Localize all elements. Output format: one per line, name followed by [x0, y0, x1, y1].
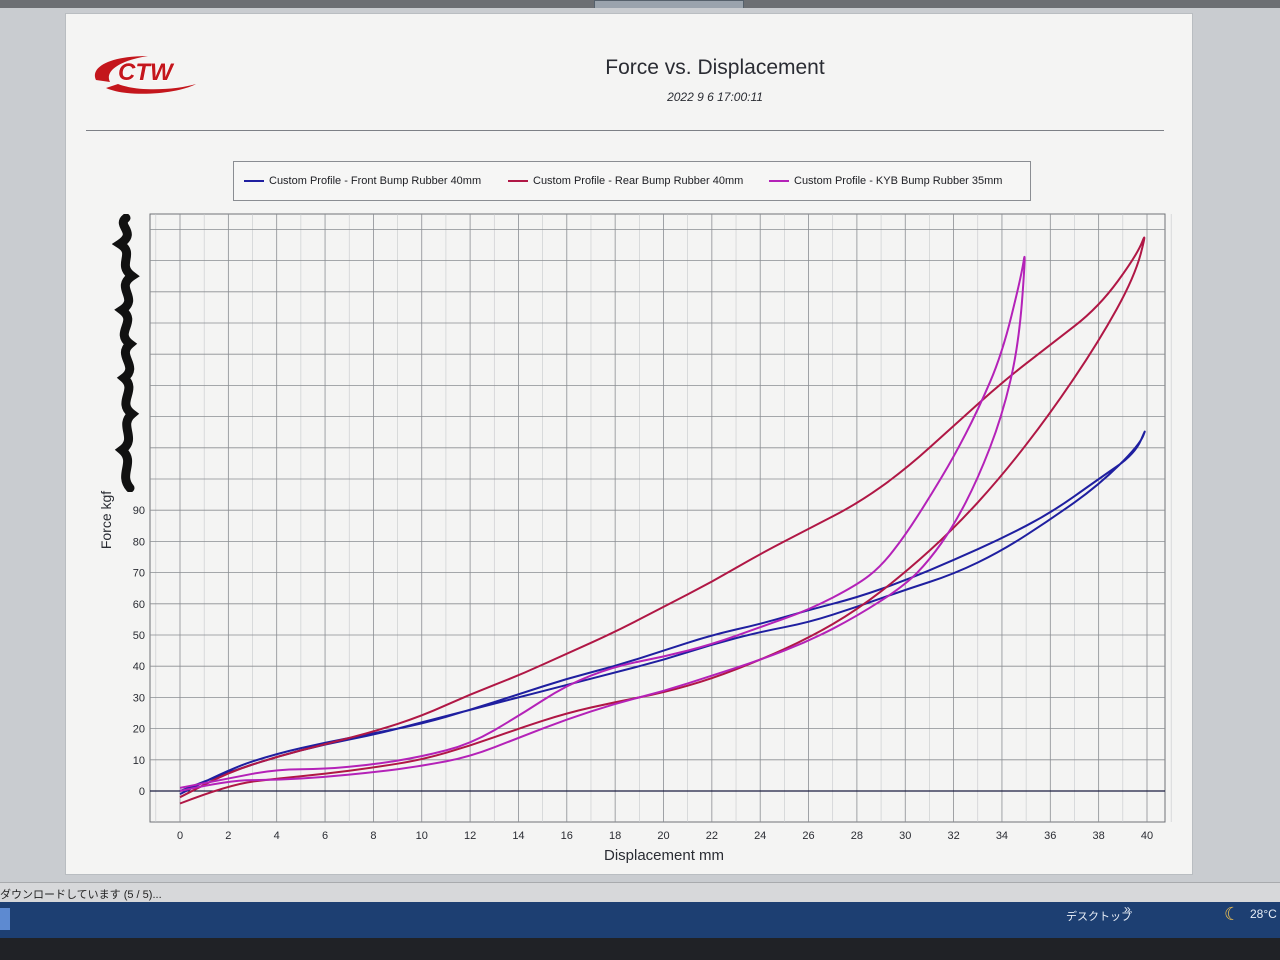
legend-item-rear: Custom Profile - Rear Bump Rubber 40mm [508, 175, 743, 187]
y-tick-label: 40 [133, 661, 145, 673]
x-tick-label: 22 [706, 830, 718, 842]
x-tick-label: 26 [802, 830, 814, 842]
x-tick-label: 16 [561, 830, 573, 842]
download-status-text: ダウンロードしています (5 / 5)... [0, 889, 162, 901]
legend-swatch-kyb [769, 180, 789, 182]
y-tick-label: 90 [133, 505, 145, 517]
y-tick-label: 20 [133, 724, 145, 736]
legend-label-kyb: Custom Profile - KYB Bump Rubber 35mm [794, 175, 1003, 187]
x-tick-label: 32 [947, 830, 959, 842]
series-line-front [179, 430, 1146, 795]
series-layer [179, 236, 1146, 805]
taskbar: デスクトップ » ☾ 28°C [0, 902, 1280, 938]
legend-item-kyb: Custom Profile - KYB Bump Rubber 35mm [769, 175, 1002, 187]
legend-swatch-rear [508, 180, 528, 182]
x-tick-label: 0 [177, 830, 183, 842]
redaction-scribble [112, 214, 140, 492]
x-tick-label: 20 [657, 830, 669, 842]
x-tick-label: 18 [609, 830, 621, 842]
legend-item-front: Custom Profile - Front Bump Rubber 40mm [244, 175, 481, 187]
y-tick-label: 10 [133, 755, 145, 767]
series-line-rear [179, 236, 1146, 805]
x-tick-label: 12 [464, 830, 476, 842]
x-axis-label: Displacement mm [604, 847, 724, 864]
y-tick-label: 60 [133, 599, 145, 611]
taskbar-desktop-label[interactable]: デスクトップ [1066, 911, 1132, 923]
grid-layer [149, 213, 1172, 823]
header-divider [86, 130, 1164, 131]
moon-icon: ☾ [1224, 904, 1241, 924]
y-tick-label: 30 [133, 692, 145, 704]
x-tick-label: 30 [899, 830, 911, 842]
report-timestamp: 2022 9 6 17:00:11 [667, 90, 763, 104]
y-axis-label: Force kgf [98, 491, 114, 549]
taskbar-start-stub[interactable] [0, 908, 10, 930]
y-tick-label: 0 [139, 786, 145, 798]
legend-label-front: Custom Profile - Front Bump Rubber 40mm [269, 175, 482, 187]
taskbar-chevron-icon[interactable]: » [1124, 902, 1131, 916]
x-tick-label: 2 [225, 830, 231, 842]
y-tick-label: 50 [133, 630, 145, 642]
plot-frame [149, 213, 1166, 823]
y-tick-label: 80 [133, 536, 145, 548]
x-tick-label: 6 [322, 830, 328, 842]
y-tick-label: 70 [133, 568, 145, 580]
x-tick-label: 38 [1093, 830, 1105, 842]
report-page [66, 14, 1192, 874]
x-tick-label: 4 [274, 830, 280, 842]
series-line-kyb [179, 255, 1026, 792]
x-tick-label: 34 [996, 830, 1008, 842]
chart-title: Force vs. Displacement [605, 56, 825, 79]
tick-layer: 0 2 4 6 8 10 12 14 16 18 20 22 24 26 28 30 32 34 36 38 40010… [133, 505, 1153, 842]
x-tick-label: 10 [416, 830, 428, 842]
ctw-logo: CTW [94, 56, 196, 94]
browser-status-bar: ダウンロードしています (5 / 5)... [0, 882, 1280, 903]
x-tick-label: 24 [754, 830, 766, 842]
chart-legend: Custom Profile - Front Bump Rubber 40mm … [233, 161, 1031, 201]
x-tick-label: 14 [512, 830, 524, 842]
weather-temperature[interactable]: 28°C [1250, 907, 1277, 921]
logo-text: CTW [118, 59, 175, 86]
legend-swatch-front [244, 180, 264, 182]
monitor-bezel [0, 938, 1280, 960]
x-tick-label: 28 [851, 830, 863, 842]
x-tick-label: 8 [370, 830, 376, 842]
x-tick-label: 36 [1044, 830, 1056, 842]
x-tick-label: 40 [1141, 830, 1153, 842]
legend-label-rear: Custom Profile - Rear Bump Rubber 40mm [533, 175, 744, 187]
